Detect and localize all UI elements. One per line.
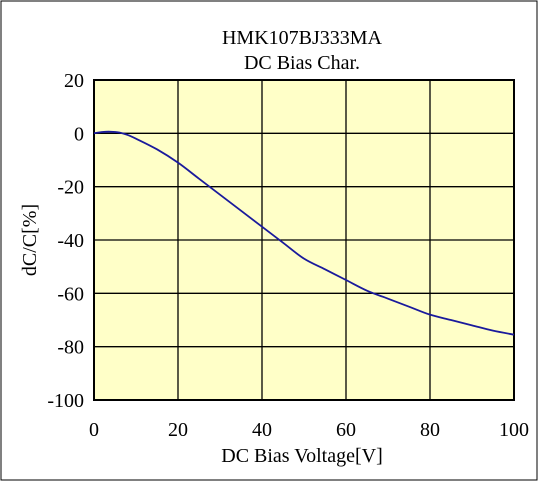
y-tick-label: -60 — [57, 283, 84, 305]
x-axis-label: DC Bias Voltage[V] — [221, 445, 382, 467]
y-tick-label: 20 — [64, 70, 84, 92]
y-axis-ticks: 20 0 -20 -40 -60 -80 -100 — [47, 70, 84, 412]
x-axis-ticks: 0 20 40 60 80 100 — [89, 419, 529, 441]
chart-title: HMK107BJ333MA — [222, 27, 383, 49]
x-tick-label: 100 — [499, 419, 529, 441]
x-tick-label: 20 — [168, 419, 188, 441]
x-tick-label: 60 — [336, 419, 356, 441]
y-tick-label: -20 — [57, 177, 84, 199]
plot-frame — [93, 79, 515, 401]
y-tick-label: 0 — [74, 123, 84, 145]
y-tick-label: -100 — [47, 390, 84, 412]
chart-subtitle: DC Bias Char. — [244, 52, 360, 74]
x-tick-label: 40 — [252, 419, 272, 441]
y-axis-label: dC/C[%] — [19, 204, 41, 276]
x-tick-label: 80 — [420, 419, 440, 441]
series-line — [93, 130, 515, 336]
x-tick-label: 0 — [89, 419, 99, 441]
y-tick-label: -80 — [57, 337, 84, 359]
y-tick-label: -40 — [57, 230, 84, 252]
